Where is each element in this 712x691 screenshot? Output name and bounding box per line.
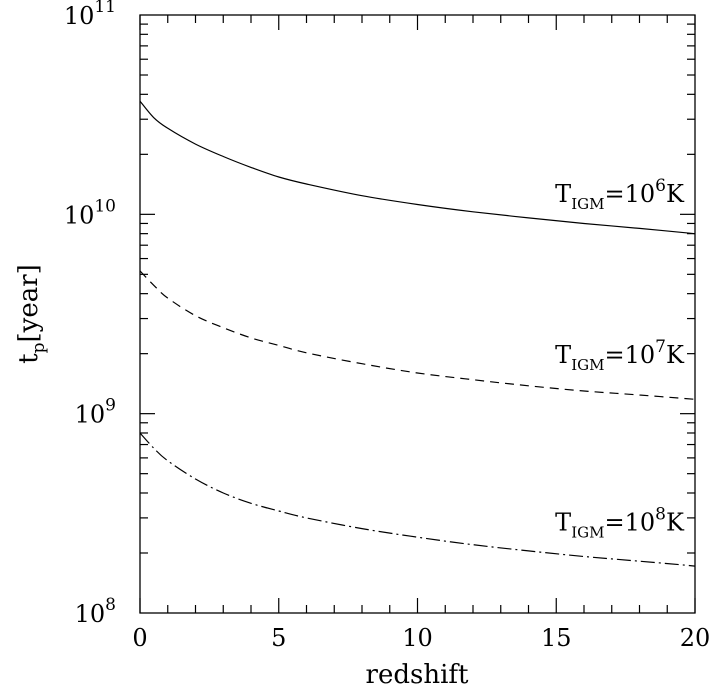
y-tick-label-exponent: 8 <box>105 595 116 615</box>
y-tick-label-base: 10 <box>64 2 95 30</box>
series-line-solid <box>139 100 696 235</box>
series-line-dashdot <box>139 432 696 567</box>
x-tick-label: 0 <box>132 624 147 652</box>
y-axis-label-rest: [year] <box>14 264 44 342</box>
y-axis-label-main: t <box>14 353 44 364</box>
y-tick-label-exponent: 10 <box>94 196 116 216</box>
y-tick-label-exponent: 9 <box>105 396 116 416</box>
curves <box>139 100 696 567</box>
series-label-symbol: T <box>555 180 571 208</box>
x-tick-label: 20 <box>680 624 711 652</box>
series-label-exponent: 6 <box>655 176 666 196</box>
x-tick-label: 15 <box>541 624 572 652</box>
series-label-unit: K <box>666 341 685 369</box>
series-label-equals: =10 <box>604 180 655 208</box>
series-label-symbol: T <box>555 341 571 369</box>
series-label-exponent: 7 <box>655 337 666 357</box>
y-tick-label-base: 10 <box>75 401 106 429</box>
y-axis-label-sub: p <box>29 342 49 353</box>
series-label-subscript: IGM <box>571 523 604 541</box>
x-tick-label: 10 <box>402 624 433 652</box>
y-tick-label: 1010 <box>64 196 116 229</box>
series-label: TIGM=106K <box>555 176 685 213</box>
y-tick-label-base: 10 <box>75 600 106 628</box>
x-axis-label: redshift <box>366 660 469 690</box>
series-label-equals: =10 <box>604 341 655 369</box>
series-label-symbol: T <box>555 508 571 536</box>
series-label-subscript: IGM <box>571 195 604 213</box>
y-tick-label-base: 10 <box>64 201 95 229</box>
y-tick-label: 1011 <box>64 0 116 30</box>
y-axis-label: tp[year] <box>14 264 49 364</box>
series-label: TIGM=108K <box>555 504 685 541</box>
series-label-unit: K <box>666 180 685 208</box>
series-line-dashed <box>139 270 696 400</box>
series-label-unit: K <box>666 508 685 536</box>
y-tick-label: 108 <box>75 595 116 628</box>
series-label-subscript: IGM <box>571 356 604 374</box>
y-tick-label: 109 <box>75 396 116 429</box>
series-label: TIGM=107K <box>555 337 685 374</box>
x-tick-label: 5 <box>271 624 286 652</box>
series-label-exponent: 8 <box>655 504 666 524</box>
y-tick-label-exponent: 11 <box>94 0 116 17</box>
series-label-equals: =10 <box>604 508 655 536</box>
